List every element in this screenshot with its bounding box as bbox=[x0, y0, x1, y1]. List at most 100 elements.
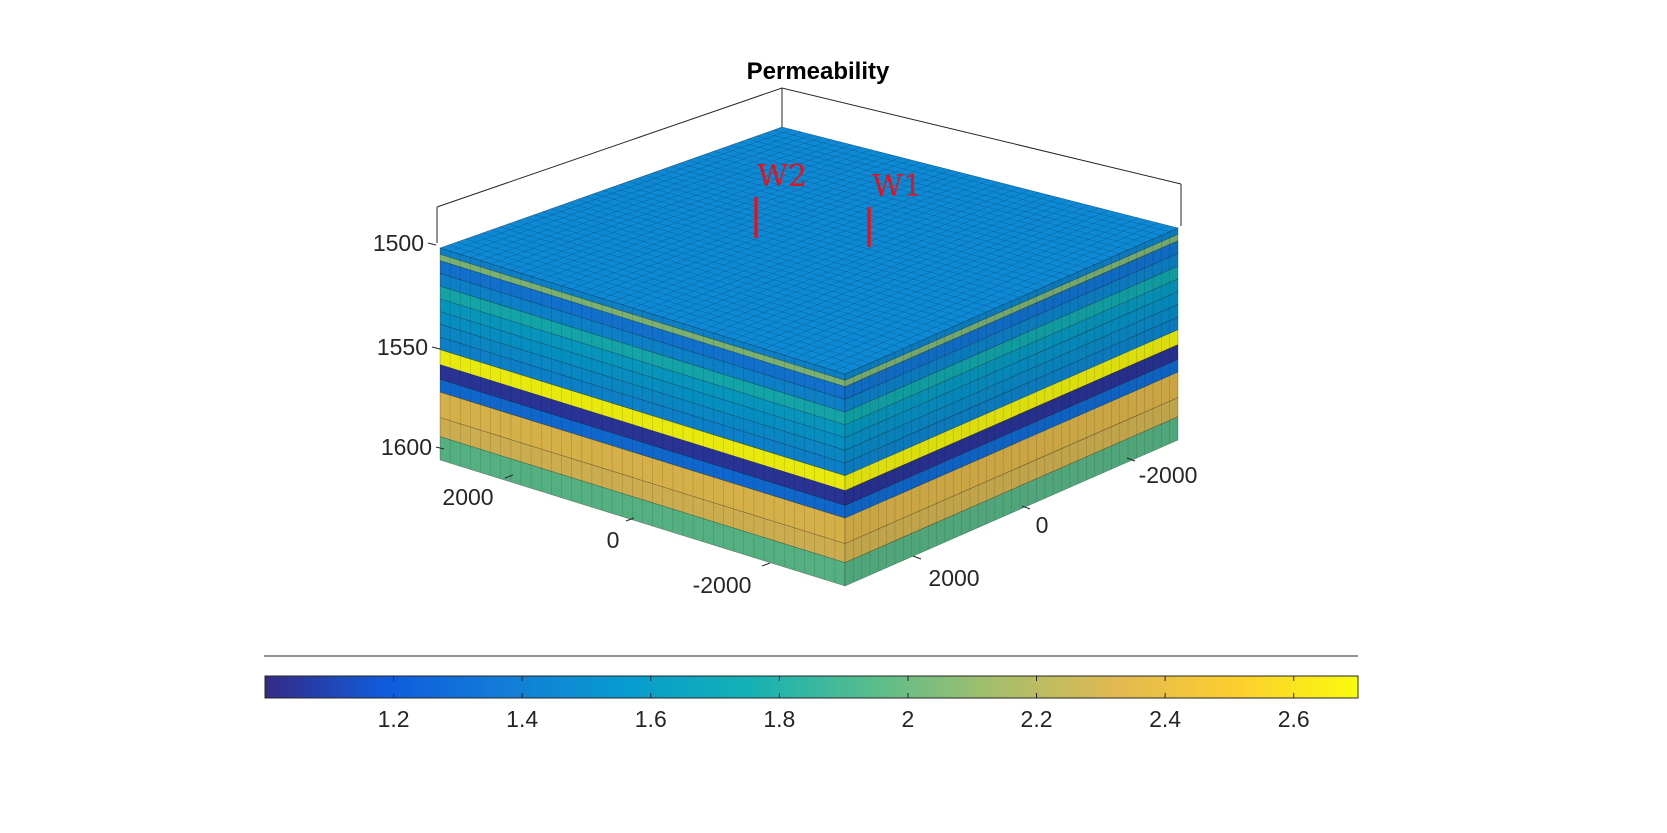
colorbar-tick-label: 2.4 bbox=[1149, 706, 1181, 732]
grid-line bbox=[457, 241, 862, 367]
x-tick-mark bbox=[504, 474, 514, 479]
grid-line bbox=[784, 212, 1119, 356]
grid-line bbox=[642, 177, 981, 312]
grid-line bbox=[551, 154, 892, 283]
grid-line bbox=[520, 146, 862, 274]
grid-line bbox=[581, 162, 921, 293]
grid-line bbox=[551, 208, 954, 327]
grid-line bbox=[525, 217, 929, 338]
well-w1-label: W1 bbox=[872, 169, 922, 204]
grid-line bbox=[622, 172, 961, 305]
grid-line bbox=[490, 139, 832, 265]
x-tick-mark bbox=[625, 517, 635, 522]
grid-line bbox=[576, 199, 979, 316]
axis-ticks: 1500 1550 1600 2000 0 -2000 -2000 0 2000 bbox=[373, 230, 1198, 598]
grid-line bbox=[730, 144, 1129, 251]
x-tick-label: 2000 bbox=[442, 484, 493, 510]
grid-line bbox=[508, 223, 912, 346]
grid-line bbox=[636, 178, 1037, 291]
grid-line bbox=[593, 193, 995, 309]
grid-line bbox=[474, 235, 879, 360]
grid-line bbox=[585, 196, 987, 313]
grid-line bbox=[510, 144, 852, 271]
grid-line bbox=[645, 175, 1045, 287]
grid-line bbox=[531, 149, 872, 277]
well-w2-label: W2 bbox=[757, 159, 807, 194]
reservoir-grid-block bbox=[439, 126, 1179, 587]
chart-title: Permeability bbox=[747, 58, 890, 85]
x-tick-label: 0 bbox=[607, 527, 620, 553]
layer-top-face bbox=[439, 126, 1179, 375]
grid-line bbox=[747, 138, 1145, 243]
grid-line bbox=[834, 225, 1169, 372]
grid-line bbox=[794, 215, 1129, 359]
z-tick-mark bbox=[427, 242, 437, 246]
grid-line bbox=[804, 217, 1139, 362]
grid-line bbox=[499, 226, 904, 349]
grid-line bbox=[672, 184, 1010, 321]
grid-line bbox=[764, 132, 1162, 236]
layer-front-right-face bbox=[844, 416, 1179, 587]
grid-line bbox=[561, 157, 901, 287]
x-tick-label: -2000 bbox=[693, 572, 752, 598]
colorbar-tick-label: 1.8 bbox=[763, 706, 795, 732]
grid-line bbox=[756, 135, 1154, 240]
y-tick-label: 0 bbox=[1036, 512, 1049, 538]
z-tick-label: 1600 bbox=[381, 434, 432, 460]
grid-line bbox=[610, 187, 1012, 302]
grid-line bbox=[704, 153, 1104, 262]
grid-line bbox=[500, 141, 842, 268]
colorbar-tick-label: 2.2 bbox=[1021, 706, 1053, 732]
grid-line bbox=[653, 172, 1054, 284]
z-tick-mark bbox=[431, 346, 441, 350]
grid-line bbox=[533, 214, 937, 335]
colorbar-tick-label: 1.6 bbox=[635, 706, 667, 732]
grid-line bbox=[687, 159, 1087, 269]
grid-line bbox=[713, 194, 1050, 334]
grid-line bbox=[516, 220, 921, 342]
grid-line bbox=[693, 189, 1030, 328]
grid-line bbox=[491, 229, 896, 353]
grid-line bbox=[541, 151, 882, 280]
colorbar: 1.2 1.4 1.6 1.8 2 2.2 2.4 2.6 bbox=[264, 655, 1359, 732]
grid-line bbox=[739, 141, 1137, 247]
colorbar-gradient bbox=[264, 675, 1359, 699]
grid-line bbox=[652, 179, 991, 315]
grid-line bbox=[460, 131, 802, 255]
grid-line bbox=[448, 244, 854, 371]
wells: W1 W2 bbox=[754, 159, 922, 247]
y-tick-mark bbox=[1021, 505, 1031, 510]
grid-line bbox=[753, 204, 1090, 346]
z-tick-label: 1550 bbox=[377, 334, 428, 360]
y-tick-mark bbox=[912, 555, 922, 560]
grid-line bbox=[602, 190, 1004, 305]
grid-line bbox=[482, 232, 887, 357]
grid-line bbox=[591, 164, 931, 296]
grid-line bbox=[773, 129, 1170, 232]
grid-line bbox=[571, 159, 911, 290]
grid-line bbox=[450, 129, 793, 252]
grid-line bbox=[632, 174, 971, 309]
colorbar-tick-label: 1.2 bbox=[378, 706, 410, 732]
colorbar-tick-label: 1.4 bbox=[506, 706, 538, 732]
x-tick-mark bbox=[761, 562, 771, 567]
colorbar-tick-label: 2 bbox=[902, 706, 915, 732]
grid-line bbox=[662, 182, 1000, 318]
z-tick-label: 1500 bbox=[373, 230, 424, 256]
grid-line bbox=[628, 181, 1029, 294]
y-tick-mark bbox=[1126, 457, 1136, 462]
grid-line bbox=[722, 147, 1120, 254]
grid-line bbox=[743, 202, 1080, 343]
grid-line bbox=[682, 187, 1020, 324]
grid-line bbox=[696, 156, 1095, 265]
z-tick-mark bbox=[435, 446, 445, 450]
grid-line bbox=[612, 169, 951, 302]
grid-line bbox=[601, 167, 941, 299]
grid-line bbox=[470, 134, 812, 258]
grid-line bbox=[679, 163, 1079, 273]
grid-line bbox=[480, 136, 822, 261]
axes-box bbox=[436, 87, 1182, 243]
grid-line bbox=[733, 199, 1070, 340]
grid-line bbox=[763, 207, 1099, 350]
